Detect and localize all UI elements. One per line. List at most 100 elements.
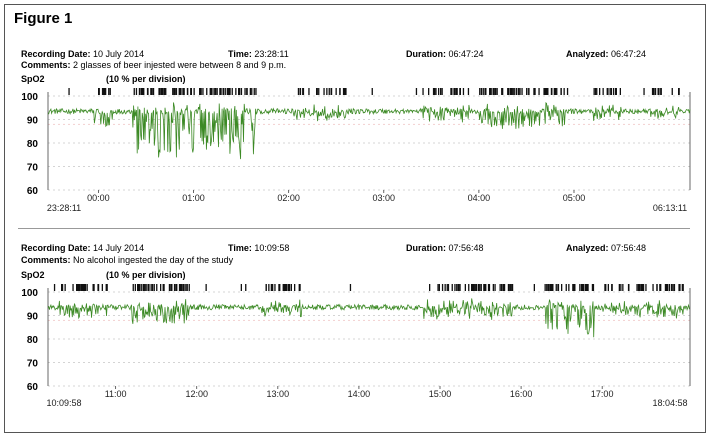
event-marker [184,284,186,291]
event-marker [231,88,233,95]
event-marker [681,284,683,291]
division-note-2: (10 % per division) [106,270,186,280]
event-marker [526,88,528,95]
event-marker [432,88,435,95]
event-marker [205,284,207,291]
event-marker [549,284,551,291]
event-marker [501,284,503,291]
event-marker [429,284,431,291]
event-marker [335,88,337,95]
y-tick-label: 100 [21,288,38,299]
event-marker [547,284,550,291]
event-marker [175,284,177,291]
event-marker [299,88,301,95]
event-marker [477,284,480,291]
event-marker [268,284,270,291]
event-marker [161,88,164,95]
event-marker [572,284,574,291]
event-marker [147,88,149,95]
event-marker [199,88,201,95]
division-note-1: (10 % per division) [106,74,186,84]
event-marker [239,88,241,95]
event-marker [137,284,139,291]
event-marker [132,284,134,291]
event-marker [345,88,347,95]
end-time-label: 06:13:11 [653,203,687,213]
event-marker [471,284,473,291]
event-marker [606,88,608,95]
event-marker [283,284,285,291]
event-marker [549,284,552,291]
event-marker [422,88,424,95]
time-1: Time: 23:28:11 [228,49,289,59]
y-tick-label: 60 [27,186,39,197]
event-marker [594,88,597,95]
event-marker [180,284,182,291]
event-marker [503,284,506,291]
event-marker [592,284,595,291]
event-marker [491,88,493,95]
x-tick-label: 11:00 [105,389,127,399]
event-marker [512,88,514,95]
event-marker [180,284,183,291]
x-tick-label: 14:00 [348,389,371,399]
event-marker [671,284,673,291]
event-marker [213,88,215,95]
panel-separator [18,228,690,229]
event-marker [435,88,437,95]
event-marker [678,284,680,291]
event-marker [579,284,581,291]
event-marker [565,284,567,291]
event-marker [604,284,606,291]
event-marker [174,88,176,95]
event-marker [165,88,167,95]
event-marker [468,284,470,291]
event-marker [656,284,658,291]
event-marker [584,284,586,291]
event-marker [298,284,301,291]
event-marker [464,284,466,291]
event-marker [164,88,166,95]
event-marker [607,88,609,95]
spo2-trace [47,298,690,338]
event-marker [302,88,304,95]
end-time-label: 18:04:58 [652,398,687,408]
spo2-trace [48,102,691,160]
event-marker [643,88,645,95]
event-marker [133,88,135,95]
event-marker [472,284,474,291]
event-marker [573,284,575,291]
event-marker [668,284,671,291]
event-marker [602,88,604,95]
event-marker [182,284,185,291]
event-marker [64,284,66,291]
event-marker [528,88,530,95]
event-marker [456,284,458,291]
event-marker [561,284,563,291]
event-marker [501,88,503,95]
event-marker [343,88,345,95]
event-marker [316,88,318,95]
event-marker [479,284,481,291]
event-marker [344,88,346,95]
event-marker [514,88,516,95]
event-marker [566,88,569,95]
event-marker [560,88,562,95]
event-marker [178,284,181,291]
event-marker [245,284,247,291]
event-marker [544,284,546,291]
x-tick-label: 15:00 [429,389,452,399]
y-tick-label: 80 [27,139,39,150]
event-marker [284,284,286,291]
figure-frame [4,4,706,433]
event-marker [178,88,180,95]
event-marker [511,284,514,291]
event-marker [193,88,195,95]
event-marker [487,284,490,291]
event-marker [253,88,255,95]
event-marker [587,284,589,291]
event-marker [653,88,655,95]
x-tick-label: 04:00 [468,193,491,203]
event-marker [282,284,284,291]
event-marker [673,284,676,291]
